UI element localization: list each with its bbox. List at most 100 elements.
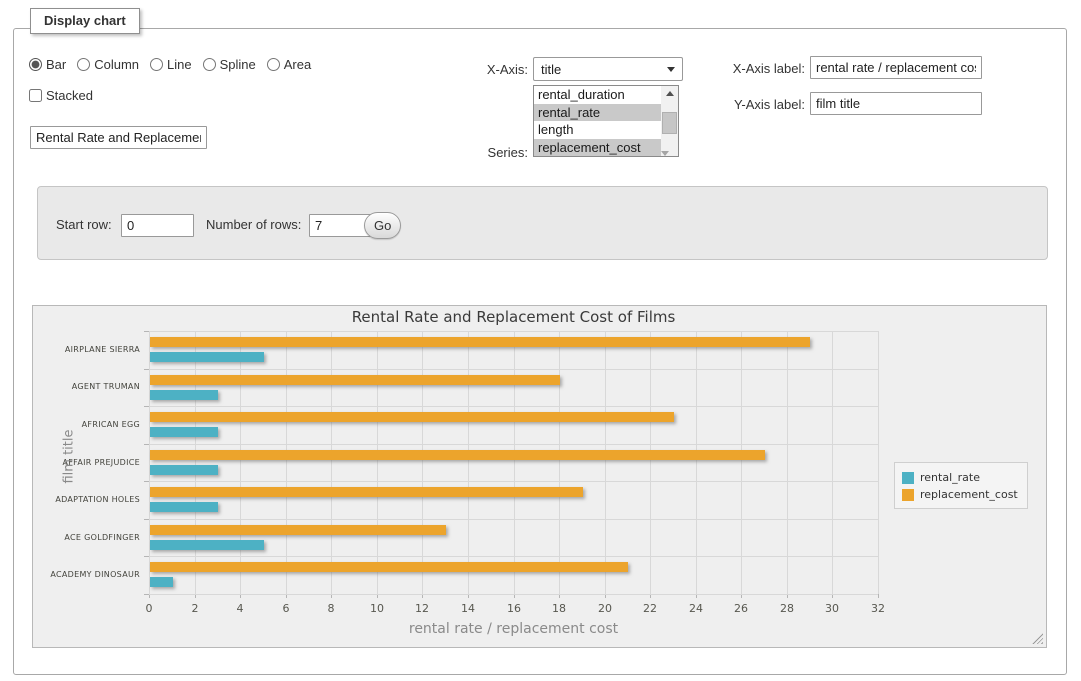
series-multiselect[interactable]: rental_duration rental_rate length replacem… (533, 85, 679, 157)
chart-type-column[interactable]: Column (77, 57, 139, 72)
chart-type-group: Bar Column Line Spline Area (29, 57, 322, 72)
chart-type-spline[interactable]: Spline (202, 57, 256, 72)
series-option-length[interactable]: length (538, 122, 574, 137)
xaxis-tick-label: 28 (780, 602, 794, 615)
bar-rental-rate[interactable] (150, 427, 218, 437)
bar-replacement-cost[interactable] (150, 412, 674, 422)
xaxis-label-input[interactable] (810, 56, 982, 79)
gridline-vertical (422, 331, 423, 594)
chart-type-label: Area (283, 57, 312, 72)
xaxis-tick (559, 594, 560, 598)
xaxis-tick (422, 594, 423, 598)
xaxis-tick (832, 594, 833, 598)
chart-type-area[interactable]: Area (266, 57, 312, 72)
chart-type-line[interactable]: Line (150, 57, 192, 72)
resize-handle-icon[interactable] (1032, 633, 1043, 644)
yaxis-label-input[interactable] (810, 92, 982, 115)
xaxis-tick (240, 594, 241, 598)
series-caption: Series: (487, 145, 528, 160)
xaxis-tick (468, 594, 469, 598)
xaxis-caption: X-Axis: (486, 62, 528, 77)
yaxis-tick (144, 406, 149, 407)
gridline-vertical (605, 331, 606, 594)
xaxis-title: rental rate / replacement cost (408, 621, 619, 637)
chart-title-input[interactable] (30, 126, 207, 149)
legend-swatch (902, 471, 914, 484)
legend-item-replacement_cost[interactable]: replacement_cost (902, 486, 1018, 503)
xaxis-tick (696, 594, 697, 598)
yaxis-tick (144, 369, 149, 370)
bar-replacement-cost[interactable] (150, 375, 560, 385)
xaxis-tick-label: 4 (236, 602, 244, 615)
gridline-vertical (787, 331, 788, 594)
bar-rental-rate[interactable] (150, 577, 173, 587)
gridline-horizontal (149, 594, 878, 595)
category-label: AFRICAN EGG (81, 420, 140, 429)
chart-type-radio-spline[interactable] (202, 58, 216, 71)
yaxis-label-caption: Y-Axis label: (733, 97, 805, 112)
series-option-rental_rate[interactable]: rental_rate (534, 103, 661, 121)
scrollbar-thumb[interactable] (662, 112, 677, 134)
series-option-replacement_cost[interactable]: replacement_cost (534, 138, 661, 156)
gridline-vertical (240, 331, 241, 594)
chart-title: Rental Rate and Replacement Cost of Film… (351, 308, 676, 326)
bar-replacement-cost[interactable] (150, 562, 628, 572)
gridline-horizontal (149, 369, 878, 370)
series-scrollbar[interactable] (661, 86, 678, 156)
category-label: AGENT TRUMAN (71, 382, 140, 391)
bar-rental-rate[interactable] (150, 390, 218, 400)
row-range-panel: Start row: Number of rows: Go (37, 186, 1048, 260)
gridline-vertical (650, 331, 651, 594)
xaxis-tick-label: 16 (507, 602, 521, 615)
stacked-checkbox-row[interactable]: Stacked (29, 88, 93, 103)
xaxis-tick-label: 8 (327, 602, 335, 615)
bar-rental-rate[interactable] (150, 540, 264, 550)
legend-swatch (902, 488, 914, 501)
bar-replacement-cost[interactable] (150, 525, 446, 535)
xaxis-tick-label: 18 (552, 602, 566, 615)
category-label: ACADEMY DINOSAUR (50, 570, 140, 579)
bar-rental-rate[interactable] (150, 352, 264, 362)
bar-replacement-cost[interactable] (150, 450, 765, 460)
category-label: ACE GOLDFINGER (64, 533, 140, 542)
bar-rental-rate[interactable] (150, 502, 218, 512)
num-rows-input[interactable] (309, 214, 382, 237)
start-row-caption: Start row: (56, 217, 112, 232)
fieldset-legend: Display chart (30, 8, 140, 34)
gridline-vertical (741, 331, 742, 594)
chart-type-label: Line (167, 57, 192, 72)
xaxis-tick (149, 594, 150, 598)
stacked-label: Stacked (46, 88, 93, 103)
legend-label: rental_rate (920, 471, 980, 484)
gridline-vertical (559, 331, 560, 594)
go-button[interactable]: Go (364, 212, 402, 239)
xaxis-tick-label: 22 (643, 602, 657, 615)
category-label: ADAPTATION HOLES (55, 495, 140, 504)
xaxis-tick (605, 594, 606, 598)
scroll-up-icon[interactable] (661, 86, 678, 101)
bar-rental-rate[interactable] (150, 465, 218, 475)
xaxis-tick (650, 594, 651, 598)
legend-item-rental_rate[interactable]: rental_rate (902, 469, 1018, 486)
chart-type-radio-bar[interactable] (29, 58, 42, 71)
scroll-down-icon[interactable] (661, 151, 669, 156)
xaxis-tick-label: 32 (871, 602, 885, 615)
gridline-horizontal (149, 444, 878, 445)
xaxis-label-caption: X-Axis label: (732, 61, 805, 76)
chart-type-bar[interactable]: Bar (29, 57, 66, 72)
yaxis-title: film title (61, 429, 77, 484)
series-option-rental_duration[interactable]: rental_duration (538, 87, 625, 102)
gridline-horizontal (149, 481, 878, 482)
chart-legend: rental_rate replacement_cost (894, 462, 1028, 509)
xaxis-select[interactable]: title (533, 57, 683, 81)
start-row-input[interactable] (121, 214, 194, 237)
gridline-vertical (832, 331, 833, 594)
chart-type-radio-area[interactable] (266, 58, 280, 71)
bar-replacement-cost[interactable] (150, 487, 583, 497)
bar-replacement-cost[interactable] (150, 337, 810, 347)
xaxis-tick (377, 594, 378, 598)
stacked-checkbox[interactable] (29, 89, 42, 102)
chart-type-radio-line[interactable] (150, 58, 164, 71)
chart-type-radio-column[interactable] (77, 58, 91, 71)
gridline-vertical (331, 331, 332, 594)
